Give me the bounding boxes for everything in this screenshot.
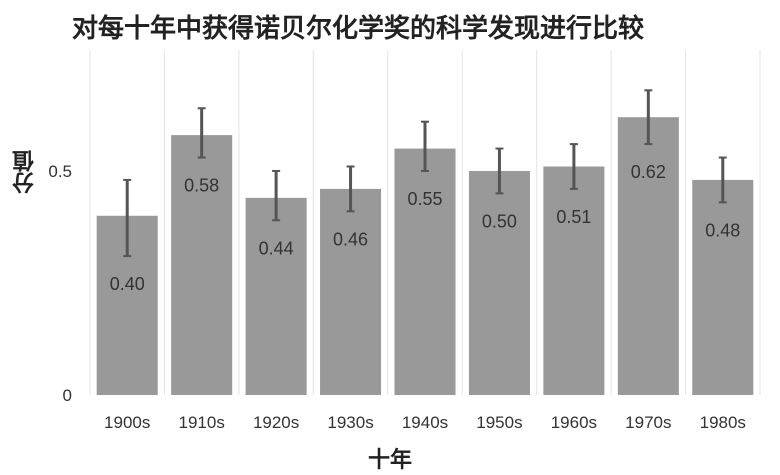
bar (692, 179, 754, 395)
bar-value-label: 0.44 (259, 238, 294, 258)
x-tick-label: 1940s (402, 413, 448, 432)
x-tick-label: 1950s (476, 413, 522, 432)
bar (617, 117, 679, 395)
x-tick-label: 1910s (179, 413, 225, 432)
bar-value-label: 0.46 (333, 229, 368, 249)
x-tick-label: 1900s (104, 413, 150, 432)
x-tick-label: 1970s (625, 413, 671, 432)
y-tick-label: 0.5 (48, 162, 72, 181)
bar (245, 197, 307, 395)
bar (320, 188, 382, 395)
y-tick-label: 0 (63, 386, 72, 405)
bar (394, 148, 456, 395)
bar-value-label: 0.58 (184, 176, 219, 196)
bar-value-label: 0.48 (705, 220, 740, 240)
x-tick-label: 1960s (551, 413, 597, 432)
x-tick-label: 1980s (700, 413, 746, 432)
x-axis-label: 十年 (367, 448, 412, 473)
bar-value-label: 0.51 (556, 207, 591, 227)
bar-value-label: 0.50 (482, 211, 517, 231)
chart-title: 对每十年中获得诺贝尔化学奖的科学发现进行比较 (72, 14, 645, 44)
x-tick-label: 1930s (327, 413, 373, 432)
bar-value-label: 0.55 (407, 189, 442, 209)
bar (468, 170, 530, 395)
x-tick-label: 1920s (253, 413, 299, 432)
bar (543, 166, 605, 395)
bar (171, 135, 233, 395)
bar-value-label: 0.40 (110, 274, 145, 294)
bar-value-label: 0.62 (631, 162, 666, 182)
